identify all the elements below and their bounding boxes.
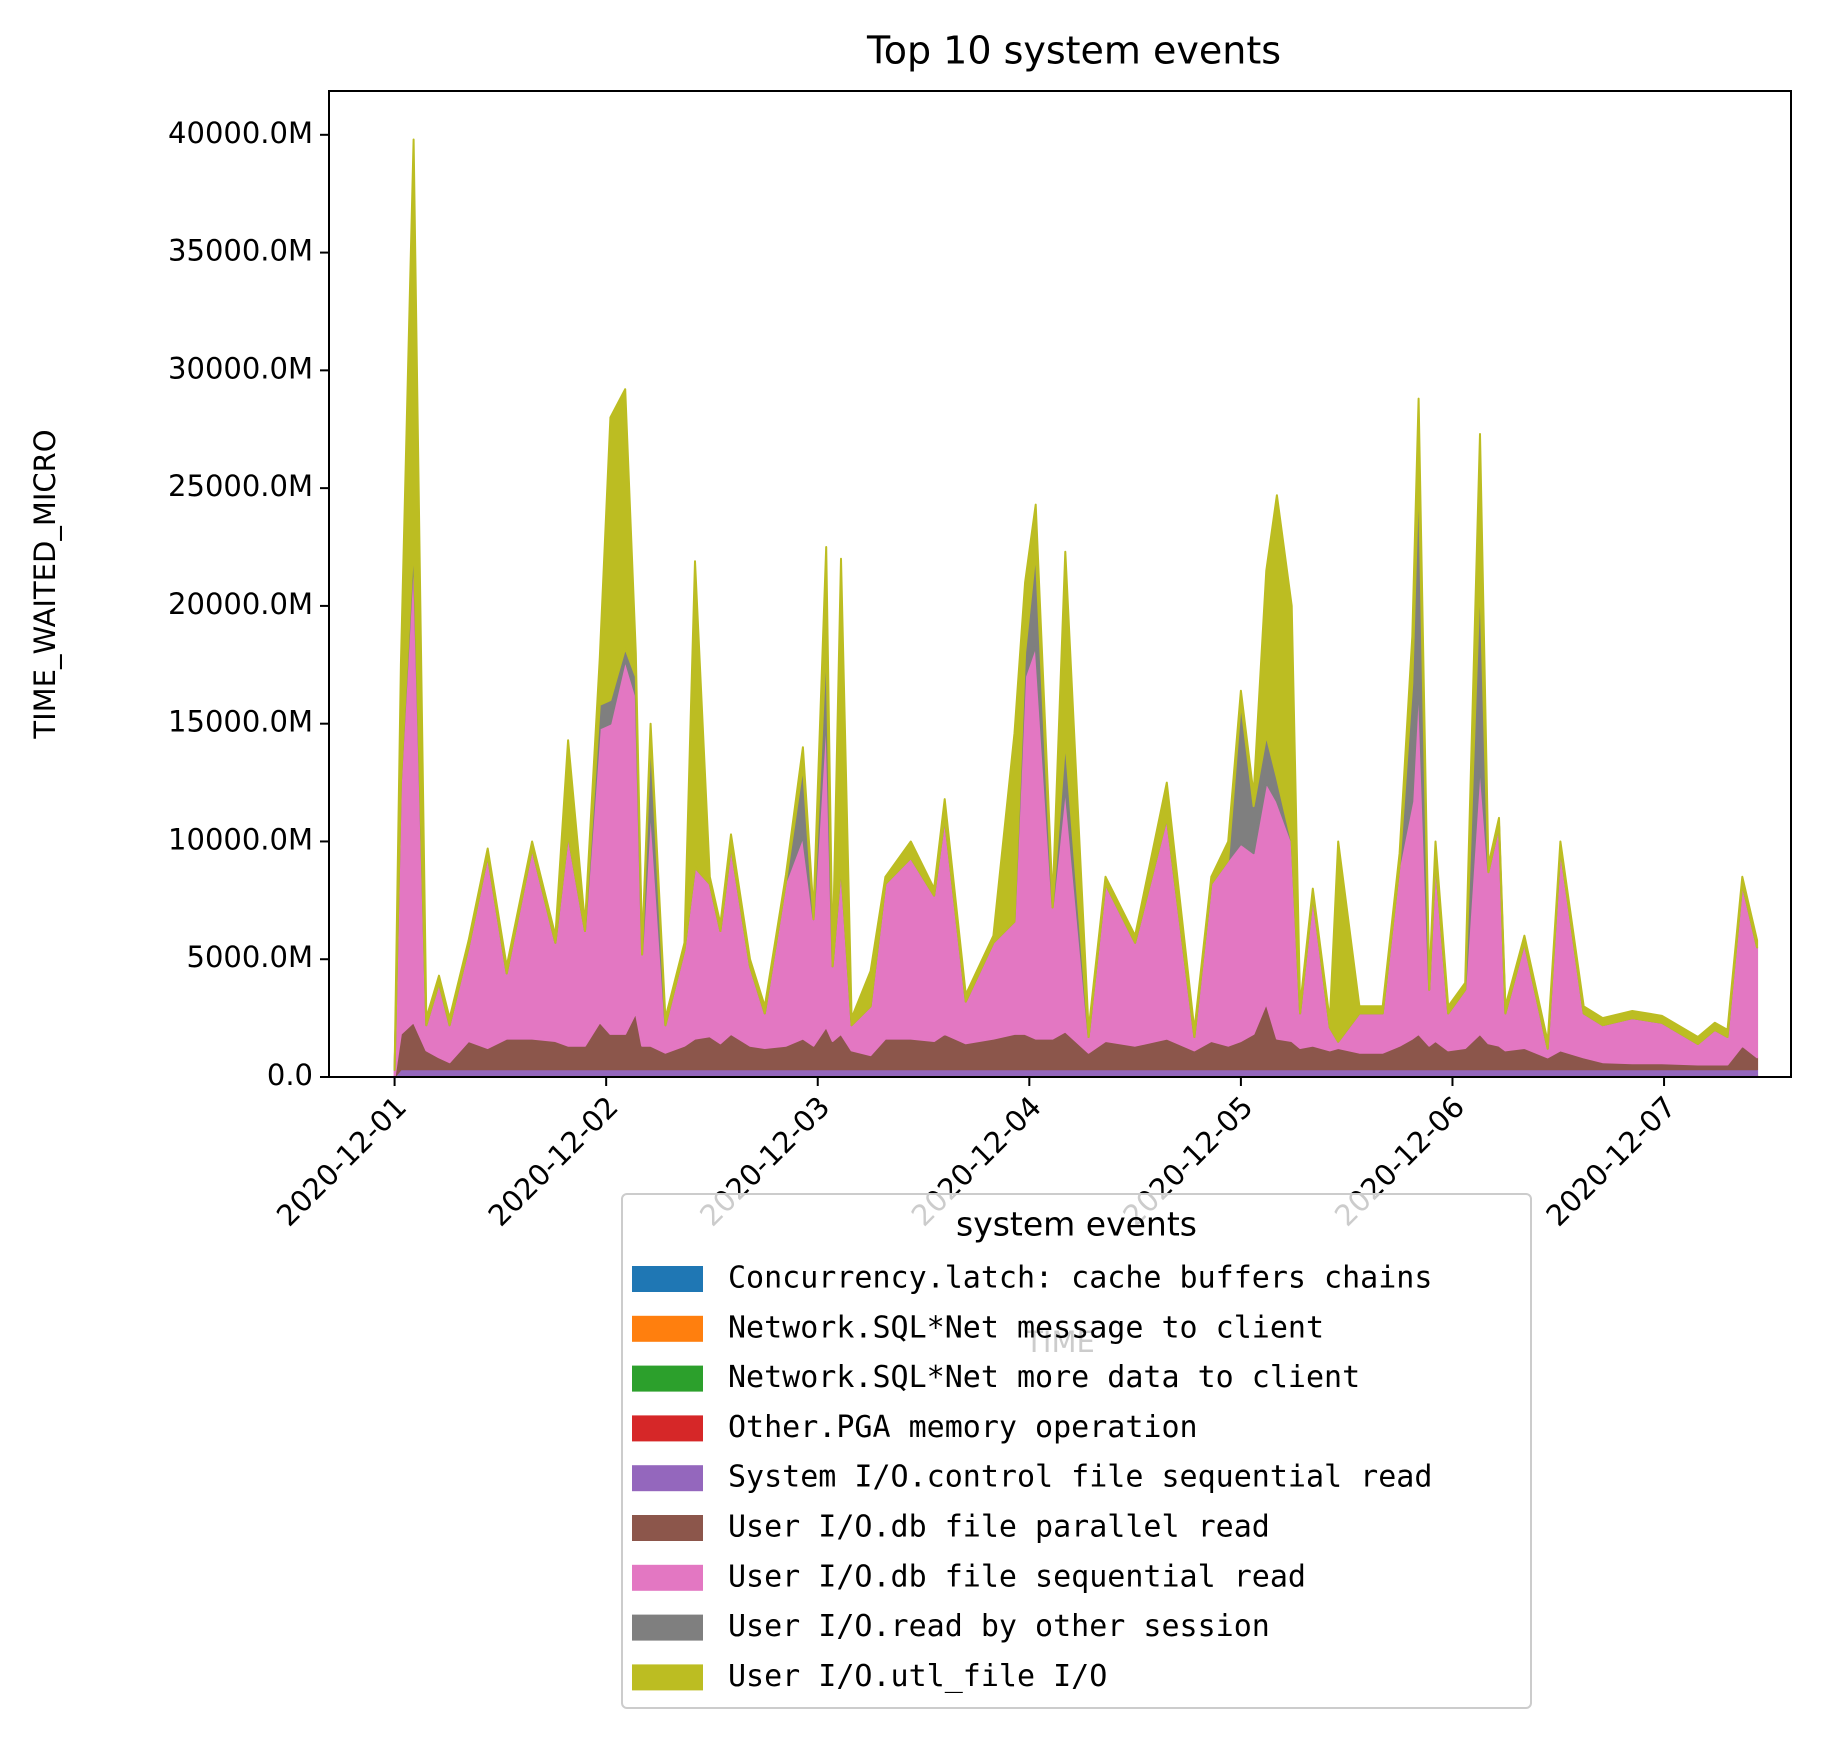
legend-swatch bbox=[632, 1266, 703, 1292]
area bbox=[393, 1068, 1759, 1078]
legend-label: Network.SQL*Net message to client bbox=[728, 1310, 1324, 1345]
legend-label: Network.SQL*Net more data to client bbox=[728, 1360, 1360, 1395]
legend-label: Other.PGA memory operation bbox=[728, 1410, 1198, 1445]
area bbox=[393, 138, 1759, 1071]
plot-frame bbox=[328, 90, 1792, 1078]
y-tick-label: 0.0 bbox=[267, 1058, 313, 1092]
legend-title: system events bbox=[956, 1205, 1197, 1244]
y-tick-label: 20000.0M bbox=[168, 587, 313, 621]
legend-swatch bbox=[632, 1614, 703, 1641]
y-tick-label: 5000.0M bbox=[187, 940, 314, 974]
legend-swatch bbox=[632, 1564, 703, 1591]
chart-title: Top 10 system events bbox=[866, 29, 1281, 73]
y-tick-label: 40000.0M bbox=[168, 116, 313, 150]
legend-swatch bbox=[632, 1365, 703, 1392]
y-tick-label: 10000.0M bbox=[168, 822, 313, 856]
y-tick-label: 15000.0M bbox=[168, 705, 313, 739]
legend-label: User I/O.db file parallel read bbox=[728, 1510, 1270, 1545]
legend-swatch bbox=[632, 1465, 703, 1492]
legend-label: User I/O.utl_file I/O bbox=[728, 1659, 1107, 1694]
y-tick-label: 25000.0M bbox=[168, 469, 313, 503]
legend-label: System I/O.control file sequential read bbox=[728, 1460, 1432, 1495]
legend-swatch bbox=[632, 1415, 703, 1442]
legend-label: Concurrency.latch: cache buffers chains bbox=[728, 1261, 1432, 1296]
y-tick-label: 35000.0M bbox=[168, 234, 313, 268]
legend-label: User I/O.db file sequential read bbox=[728, 1559, 1306, 1594]
y-tick-label: 30000.0M bbox=[168, 351, 313, 385]
legend-swatch bbox=[632, 1515, 703, 1541]
legend-swatch bbox=[632, 1664, 703, 1691]
y-axis-label: TIME_WAITED_MICRO bbox=[28, 429, 62, 739]
legend: system events Concurrency.latch: cache bu… bbox=[621, 1193, 1532, 1709]
legend-box bbox=[621, 1193, 1532, 1709]
legend-label: User I/O.read by other session bbox=[728, 1609, 1270, 1644]
legend-swatch bbox=[632, 1315, 703, 1342]
